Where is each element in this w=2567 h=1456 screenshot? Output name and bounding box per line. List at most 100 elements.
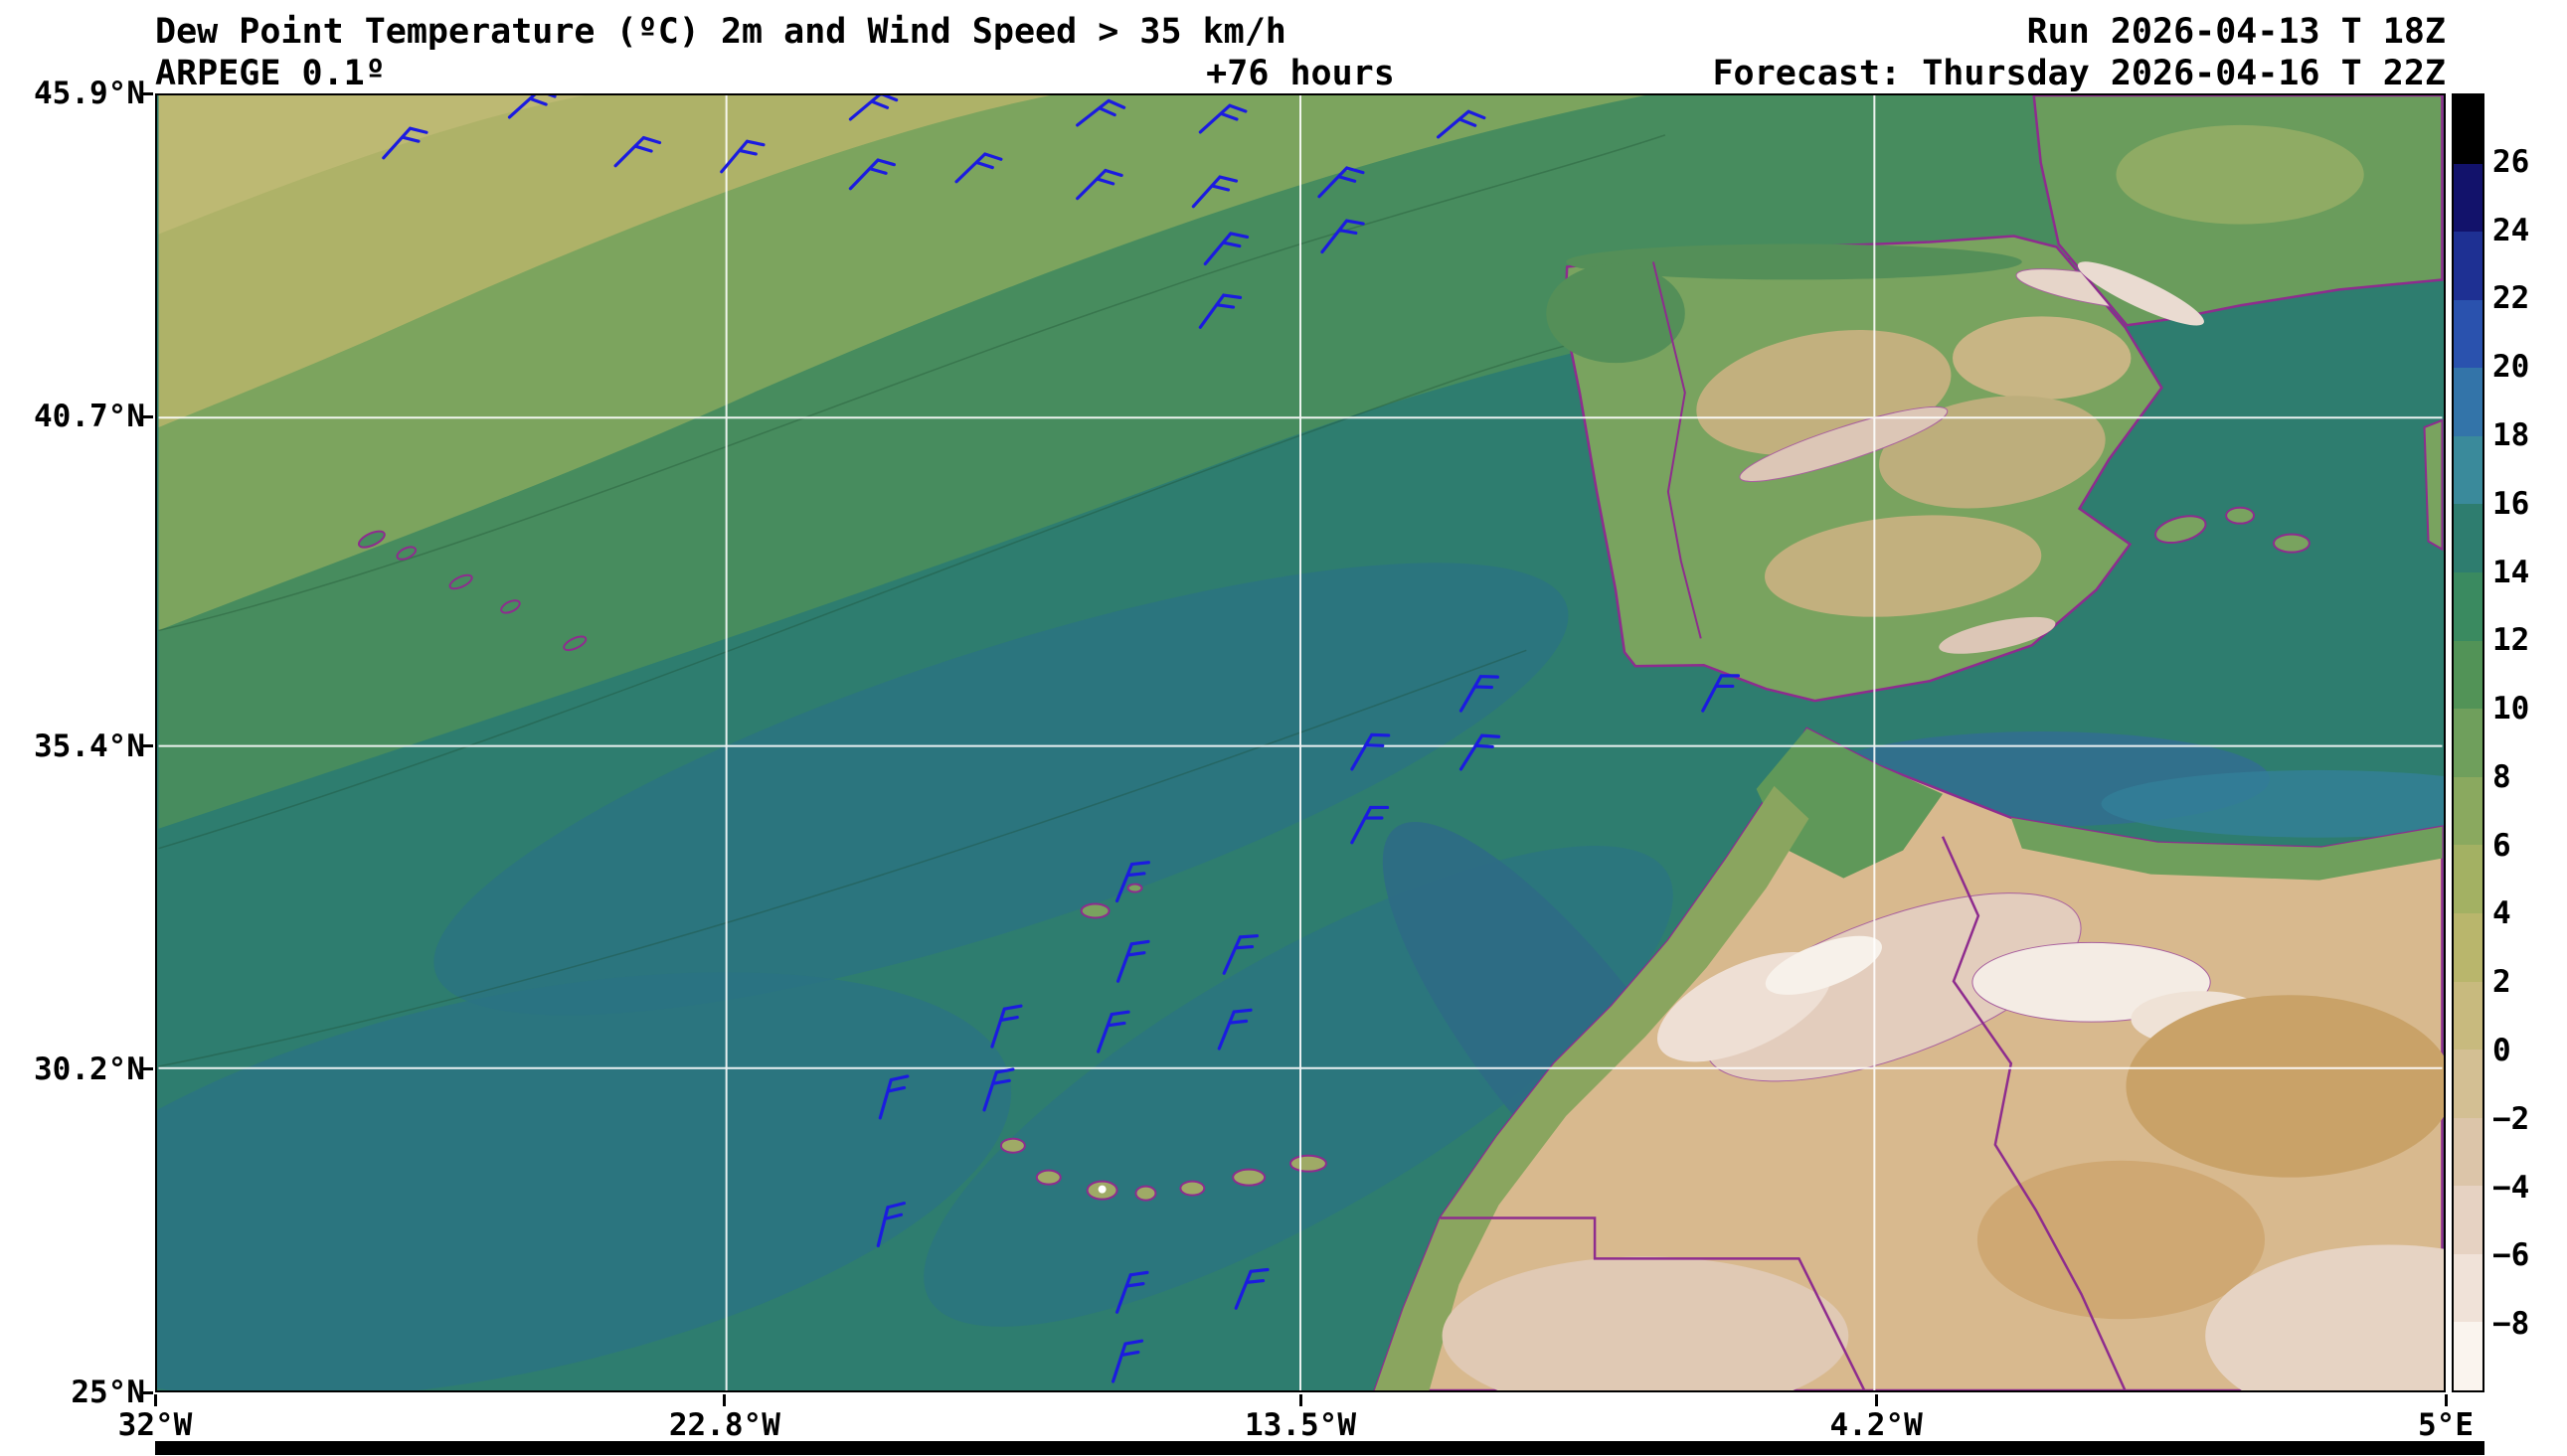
colorbar-tick-label: −4 (2492, 1169, 2530, 1206)
wind-barb (982, 1067, 1015, 1112)
colorbar-tick-label: 12 (2492, 622, 2530, 659)
wind-barb (1222, 934, 1259, 975)
wind-barb (1458, 674, 1499, 713)
wind-barb (1076, 168, 1123, 201)
wind-barb (1198, 293, 1243, 329)
ocean-khaki-corner-light (158, 95, 586, 235)
wind-barb (1114, 1270, 1149, 1314)
colorbar-tick-label: −2 (2492, 1100, 2530, 1137)
wind-barb (1217, 1008, 1253, 1051)
colorbar-tick-label: 20 (2492, 349, 2530, 386)
colorbar-band (2454, 504, 2482, 573)
wind-barb (1097, 1010, 1130, 1053)
landmass-africa (1373, 727, 2444, 1390)
africa-rif-green (1756, 728, 1944, 879)
ocean-khaki-corner (158, 95, 1051, 427)
atlas-white-patch (1765, 935, 1882, 995)
run-label: Run 2026-04-13 T 18Z (2026, 12, 2446, 52)
wind-barbs-layer (382, 95, 1741, 1383)
wind-barb (1350, 732, 1391, 771)
colorbar-tick-label: 22 (2492, 280, 2530, 317)
cantabrian-green-strip (1566, 243, 2022, 280)
colorbar-tick-label: −8 (2492, 1306, 2530, 1343)
wind-barb (878, 1074, 910, 1120)
islands-azores (357, 530, 588, 652)
colorbar-band (2454, 776, 2482, 846)
map-panel (155, 93, 2446, 1392)
x-axis-tick-label: 32°W (117, 1407, 193, 1443)
y-axis-tick-label: 35.4°N (34, 728, 145, 764)
y-axis-tick-label: 40.7°N (34, 399, 145, 435)
y-axis-tick-label: 25°N (71, 1375, 145, 1410)
wind-barb (1203, 232, 1250, 266)
islands-balearics (2154, 506, 2310, 554)
wind-barb (1111, 1339, 1144, 1383)
sierra-nevada-ridge (1939, 616, 2056, 654)
colorbar-band (2454, 709, 2482, 777)
wind-barb (990, 1004, 1023, 1049)
y-axis-tick-mark (141, 414, 153, 418)
colorbar-tick-label: 18 (2492, 416, 2530, 453)
x-axis-tick-mark (2444, 1394, 2448, 1406)
colorbar-band (2454, 1253, 2482, 1323)
wind-barb (1458, 733, 1501, 771)
border-morocco-algeria (1941, 836, 2127, 1390)
colorbar-band (2454, 368, 2482, 436)
wind-barb (507, 95, 557, 119)
y-axis-tick-mark (141, 1067, 153, 1071)
wind-barb (1320, 219, 1365, 254)
wind-barb (954, 152, 1003, 184)
colorbar-band (2454, 95, 2482, 164)
colorbar-tick-label: 14 (2492, 554, 2530, 590)
colorbar-tick-label: 8 (2492, 758, 2511, 795)
colorbar-tick-label: 4 (2492, 895, 2511, 932)
gridlines-layer (158, 95, 2443, 1390)
landmass-france (2032, 95, 2444, 327)
teide-white-peak (1098, 1185, 1107, 1194)
colorbar-tick-label: 2 (2492, 964, 2511, 1001)
colorbar-band (2454, 1117, 2482, 1187)
x-axis-tick-mark (723, 1394, 727, 1406)
wind-barb (1350, 805, 1390, 845)
sahara-pink-south-1 (1442, 1256, 1849, 1390)
lead-time-label: +76 hours (1206, 54, 1395, 93)
wind-barb (1198, 103, 1248, 134)
wind-barb (1076, 98, 1126, 127)
colorbar-band (2454, 640, 2482, 710)
colorbar-band (2454, 912, 2482, 982)
algeria-dark-tan-1 (2126, 995, 2444, 1178)
colorbar-band (2454, 163, 2482, 233)
wind-barb (848, 158, 896, 191)
colorbar-band (2454, 232, 2482, 300)
galicia-green (1546, 263, 1685, 364)
x-axis-tick-label: 13.5°W (1245, 1407, 1356, 1443)
wind-barb (1701, 674, 1741, 713)
pyrenees-north-ridge (2077, 261, 2204, 326)
x-axis-tick-label: 4.2°W (1829, 1407, 1923, 1443)
colorbar-band (2454, 572, 2482, 641)
wind-barb (876, 1202, 906, 1248)
x-axis-tick-label: 5°E (2418, 1407, 2474, 1443)
ebro-valley-tan (1952, 316, 2132, 401)
aquitaine-green (2116, 124, 2364, 225)
meseta-south-tan (1765, 515, 2042, 617)
colorbar-band (2454, 981, 2482, 1051)
colorbar-band (2454, 299, 2482, 369)
colorbar-tick-label: 10 (2492, 691, 2530, 728)
border-western-sahara (1440, 1216, 1866, 1390)
chart-title: Dew Point Temperature (ºC) 2m and Wind S… (155, 12, 1286, 52)
islands-madeira (1080, 883, 1143, 919)
colorbar-tick-label: 16 (2492, 485, 2530, 522)
wind-barb (1191, 175, 1239, 209)
y-axis-tick-mark (141, 91, 153, 95)
algeria-dark-tan-2 (1976, 1160, 2266, 1320)
wind-barb (382, 126, 428, 160)
colorbar-tick-label: 6 (2492, 827, 2511, 864)
wind-barb (720, 139, 766, 174)
y-axis-tick-label: 30.2°N (34, 1051, 145, 1087)
y-axis-tick-label: 45.9°N (34, 76, 145, 111)
colorbar-tick-label: −6 (2492, 1237, 2530, 1274)
algeria-coast-green-strip (2010, 817, 2443, 881)
x-axis-tick-mark (1874, 1394, 1878, 1406)
